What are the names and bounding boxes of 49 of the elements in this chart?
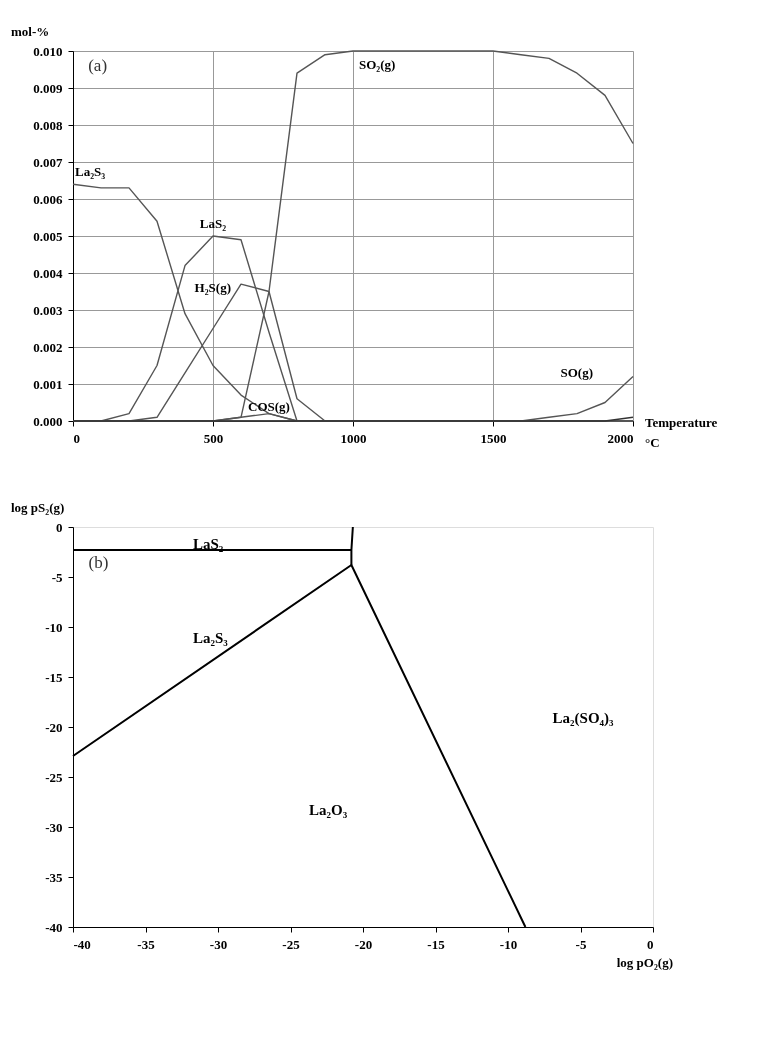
y-tick-label: 0.001 [33,376,63,392]
y-tick-label: 0.003 [33,302,63,318]
y-tick-label: 0.006 [33,191,63,207]
y-axis-title: log pS₂(g) [11,500,65,515]
x-tick-label: -30 [209,936,228,952]
y-tick-label: -10 [45,619,63,635]
x-tick-label: 500 [203,430,224,446]
annotation: La₂(SO₄)₃ [552,710,615,727]
annotation: (a) [88,56,108,76]
x-tick-label: -15 [427,936,446,952]
x-tick-label: -25 [282,936,301,952]
y-tick-label: 0.005 [33,228,63,244]
y-tick-label: 0.009 [33,80,63,96]
y-tick-label: -35 [45,869,63,885]
annotation: La₂S₃ [193,630,229,646]
y-tick-label: 0.007 [33,154,63,170]
y-tick-label: -40 [45,919,63,935]
x-tick-label: 1500 [480,430,507,446]
y-tick-label: -15 [45,669,63,685]
x-tick-label: -10 [499,936,518,952]
series-label: La₂S₃ [75,164,106,180]
x-tick-label: 0 [73,430,80,446]
y-tick-label: 0.000 [33,413,63,429]
y-tick-label: -25 [45,769,63,785]
x-tick-label: -20 [354,936,373,952]
series-label: SO(g) [560,364,593,380]
series-label: LaS₂ [199,216,227,231]
y-axis-title: mol-% [11,24,50,39]
annotation: LaS₂ [193,536,224,552]
x-tick-label: -40 [73,936,91,952]
y-tick-label: 0.002 [33,339,63,355]
x-tick-label: -5 [575,936,587,952]
y-tick-label: 0.008 [33,117,63,133]
x-tick-label: 0 [647,936,654,952]
annotation: La₂O₃ [309,802,348,818]
y-tick-label: -5 [51,569,63,585]
y-tick-label: 0.004 [33,265,63,281]
y-tick-label: 0.010 [33,43,63,59]
x-axis-title: Temperature °C [645,415,718,450]
y-tick-label: 0 [56,519,63,535]
x-tick-label: 2000 [607,430,634,446]
annotation: (b) [88,553,109,572]
series-label: SO₂(g) [359,57,396,72]
y-tick-label: -20 [45,719,63,735]
series-label: H₂S(g) [194,280,231,296]
x-axis-title: log pO₂(g) [616,955,673,970]
x-tick-label: 1000 [340,430,367,446]
y-tick-label: -30 [45,819,63,835]
x-tick-label: -35 [137,936,156,952]
